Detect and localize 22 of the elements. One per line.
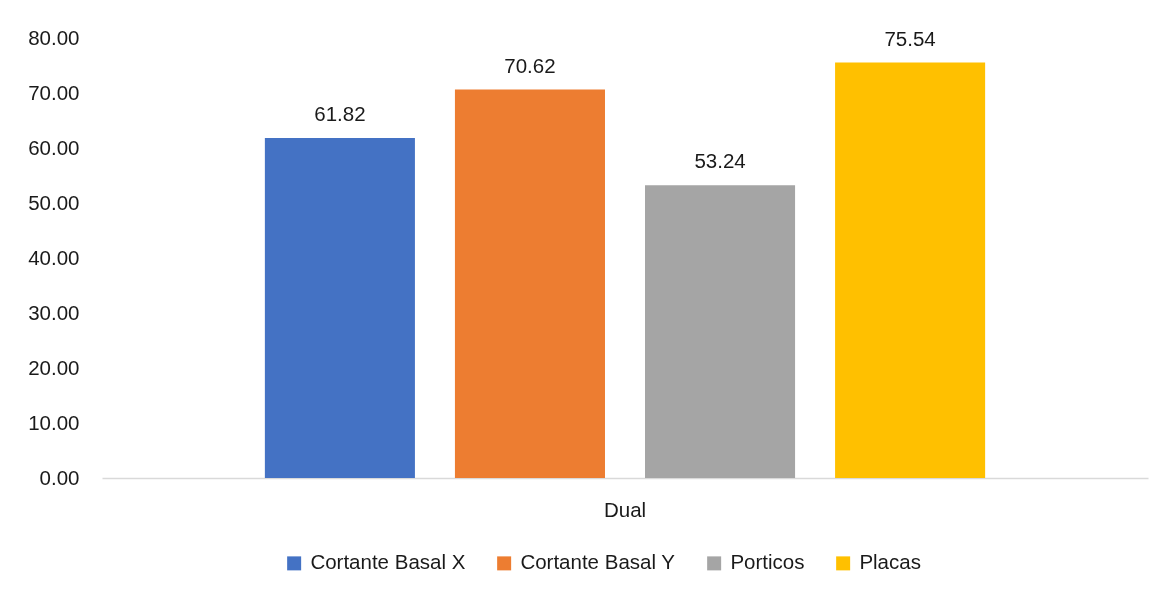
data-label: 61.82 [314,101,366,125]
y-tick-label: 0.00 [39,465,80,489]
legend-label: Placas [859,550,921,574]
y-tick-label: 50.00 [28,190,80,214]
y-tick-label: 60.00 [28,135,80,159]
bar [835,62,986,478]
data-label: 53.24 [694,149,746,173]
y-tick-label: 80.00 [28,25,80,49]
x-tick-label: Dual [603,497,647,521]
bar [454,89,605,478]
y-tick-label: 40.00 [28,245,80,269]
legend-label: Cortante Basal Y [520,550,676,574]
y-tick-label: 30.00 [28,300,80,324]
bar [645,185,796,478]
data-label: 70.62 [504,53,556,77]
data-label: 75.54 [884,26,936,50]
y-tick-label: 20.00 [28,355,80,379]
legend-label: Porticos [730,550,805,574]
y-tick-label: 70.00 [28,80,80,104]
legend-label: Cortante Basal X [310,550,466,574]
bar [264,137,415,478]
y-tick-label: 10.00 [28,410,80,434]
